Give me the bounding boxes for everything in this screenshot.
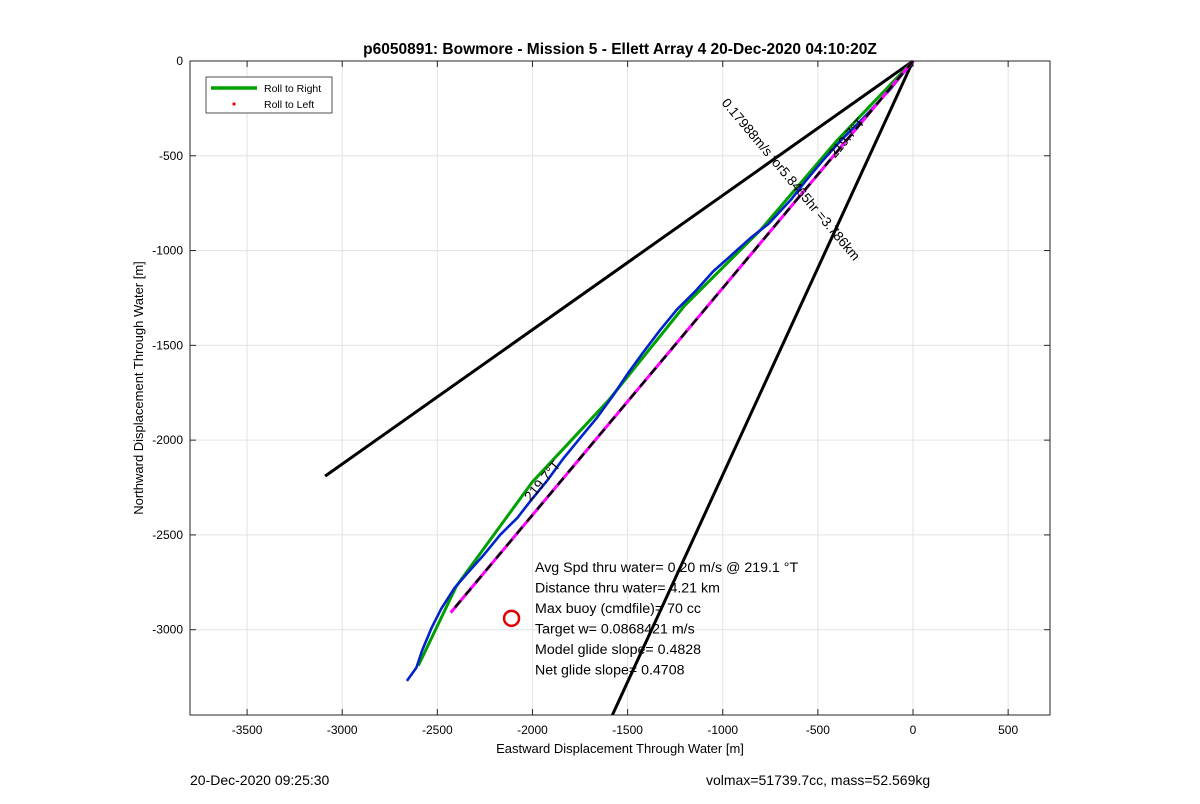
- legend-label-roll-right: Roll to Right: [264, 83, 321, 95]
- y-tick-label: -1000: [152, 244, 183, 258]
- y-tick-label: -2500: [152, 528, 183, 542]
- series-track: [405, 60, 915, 682]
- y-tick-label: 0: [176, 54, 183, 68]
- x-tick-label: 0: [910, 723, 917, 737]
- stats-line: Max buoy (cmdfile)= 70 cc: [535, 601, 701, 617]
- legend-box: [205, 76, 333, 114]
- stats-line: Net glide slope= 0.4708: [535, 663, 685, 679]
- y-tick-label: -500: [159, 149, 183, 163]
- cone-line: [611, 60, 915, 716]
- y-tick-label: -1500: [152, 338, 183, 352]
- stats-line: Target w= 0.0868421 m/s: [535, 622, 695, 638]
- stats-line: Model glide slope= 0.4828: [535, 642, 701, 658]
- chart-title: p6050891: Bowmore - Mission 5 - Ellett A…: [363, 41, 877, 58]
- footer-volume-mass: volmax=51739.7cc, mass=52.569kg: [706, 772, 931, 788]
- legend: Roll to Right Roll to Left: [205, 76, 333, 114]
- series-layer: [405, 59, 915, 682]
- cone-lines: [324, 59, 915, 716]
- x-axis-label: Eastward Displacement Through Water [m]: [496, 741, 744, 756]
- footer-timestamp: 20-Dec-2020 09:25:30: [190, 772, 330, 788]
- y-axis-label: Northward Displacement Through Water [m]: [131, 261, 146, 515]
- x-tick-label: -1500: [612, 723, 643, 737]
- x-tick-label: -3500: [232, 723, 263, 737]
- series-roll-to-right: [416, 59, 915, 667]
- stats-line: Avg Spd thru water= 0.20 m/s @ 219.1 °T: [535, 560, 798, 576]
- target-marker: [502, 609, 521, 628]
- series-heading-dashed: [449, 60, 914, 614]
- legend-swatch-roll-left: [232, 102, 236, 106]
- plot-frame: [189, 60, 1051, 716]
- x-tick-label: -2000: [517, 723, 548, 737]
- y-tick-label: -2000: [152, 433, 183, 447]
- y-tick-labels: 0 -500 -1000 -1500 -2000 -2500 -3000: [152, 54, 183, 637]
- stats-line: Distance thru water= 4.21 km: [535, 581, 720, 597]
- x-tick-label: -3000: [327, 723, 358, 737]
- y-tick-label: -3000: [152, 623, 183, 637]
- x-tick-labels: -3500 -3000 -2500 -2000 -1500 -1000 -500 0 500: [232, 723, 1019, 737]
- cone-line: [324, 59, 914, 478]
- x-tick-label: -500: [806, 723, 830, 737]
- x-tick-label: -2500: [422, 723, 453, 737]
- x-tick-label: -1000: [707, 723, 738, 737]
- legend-label-roll-left: Roll to Left: [264, 99, 314, 111]
- x-tick-label: 500: [998, 723, 1018, 737]
